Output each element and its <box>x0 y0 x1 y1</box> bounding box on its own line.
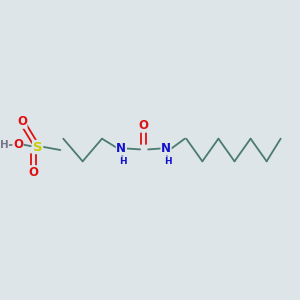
Text: O: O <box>139 119 149 132</box>
Text: O: O <box>17 115 27 128</box>
Text: N: N <box>116 142 126 155</box>
Text: O: O <box>13 138 23 151</box>
Text: O: O <box>29 166 39 179</box>
Text: H: H <box>120 157 127 166</box>
Text: N: N <box>161 142 171 155</box>
Text: H: H <box>164 157 172 166</box>
Text: H: H <box>0 140 8 150</box>
Text: S: S <box>33 140 42 154</box>
